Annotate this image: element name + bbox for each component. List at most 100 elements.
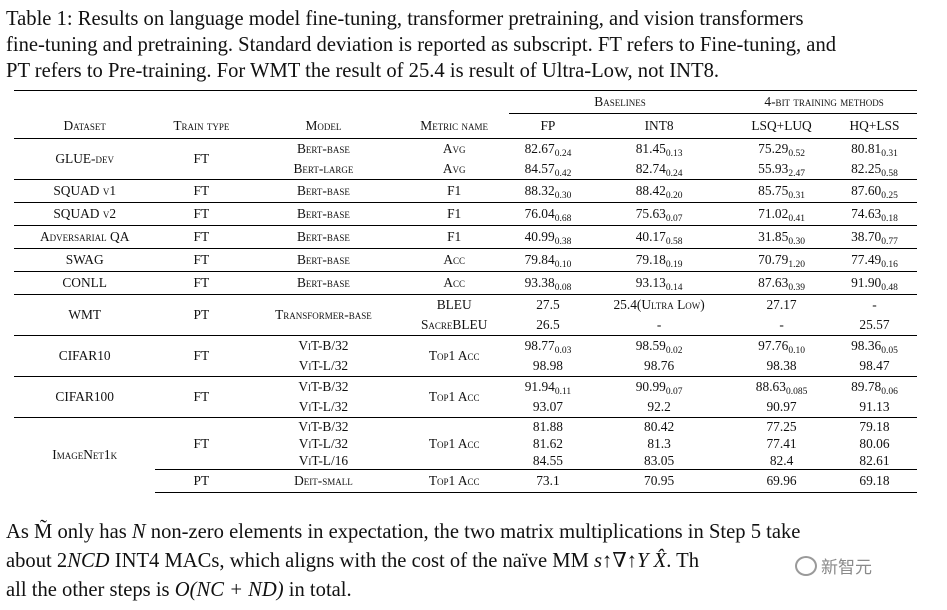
- caption-line-1: Table 1: Results on language model fine-…: [6, 8, 804, 30]
- ncd-symbol: NCD: [67, 550, 110, 572]
- cell-train-type: FT: [155, 138, 248, 180]
- cell-value: 80.06: [859, 435, 890, 451]
- cell-dataset: CIFAR10: [14, 335, 156, 377]
- cell-hq: 89.780.06: [831, 376, 917, 397]
- cell-hq: 82.61: [832, 452, 917, 470]
- cell-fp: 79.840.10: [508, 248, 588, 272]
- cell-lsq: 77.25: [731, 417, 832, 435]
- cell-std: 0.30: [788, 237, 805, 247]
- cell-value: 77.25: [766, 418, 797, 434]
- table-row: SQUAD v1 FT Bert-base F1 88.320.30 88.420.20 8…: [14, 179, 917, 203]
- table-row: ViT-L/32 81.62 81.3 77.41 80.06: [14, 435, 917, 452]
- cell-value: 69.18: [859, 473, 890, 488]
- cell-value: 91.94: [524, 379, 555, 394]
- cell-dataset: SQUAD v1: [14, 179, 156, 203]
- cell-value: 98.77: [524, 338, 555, 353]
- cell-model: ViT-B/32: [247, 376, 400, 397]
- header-train-type: Train type: [173, 117, 230, 133]
- results-table: Baselines 4-bit training methods Dataset…: [14, 90, 917, 493]
- table-row: Adversarial QA FT Bert-base F1 40.990.38 40.1…: [14, 225, 917, 249]
- cell-hq: 80.06: [832, 435, 917, 452]
- cell-metric: Top1 Acc: [399, 335, 509, 377]
- baselines-group-header: Baselines: [508, 90, 732, 114]
- cell-hq: 98.47: [832, 356, 917, 377]
- cell-value: 91.13: [859, 399, 890, 414]
- cell-metric: Top1 Acc: [399, 469, 509, 493]
- column-header-row: Dataset Train type Model Metric name FP INT8 L…: [14, 114, 917, 139]
- cell-std: 0.31: [881, 149, 898, 159]
- cell-int8: 81.3: [587, 435, 731, 452]
- cell-train-type: FT: [155, 417, 248, 470]
- cell-hq: 74.630.18: [831, 202, 917, 226]
- cell-train-type: FT: [155, 335, 248, 377]
- caption-line-2: fine-tuning and pretraining. Standard de…: [6, 34, 837, 56]
- header-dataset: Dataset: [63, 117, 106, 133]
- table-row: SacreBLEU 26.5 - - 25.57: [14, 315, 917, 336]
- cell-model: ViT-B/32: [247, 417, 400, 435]
- cell-value: 79.18: [635, 252, 666, 267]
- cell-int8: 79.180.19: [587, 248, 732, 272]
- cell-std: 0.24: [665, 169, 683, 179]
- cell-hq: 38.700.77: [831, 225, 917, 249]
- cell-model: Bert-base: [247, 202, 400, 226]
- cell-hq: 91.13: [832, 397, 917, 418]
- cell-value: -: [779, 317, 784, 332]
- table-row: ViT-L/32 98.98 98.76 98.38 98.47: [14, 356, 917, 377]
- cell-value: 81.3: [647, 435, 671, 451]
- cell-lsq: 97.760.10: [731, 335, 832, 356]
- cell-lsq: 69.96: [731, 469, 832, 493]
- header-hq-lss: HQ+LSS: [849, 118, 900, 133]
- n-symbol: N: [131, 521, 146, 543]
- cell-train-type: FT: [155, 271, 248, 295]
- cell-value: 76.04: [524, 206, 555, 221]
- cell-train-type: PT: [155, 469, 248, 493]
- cell-std: 0.16: [881, 260, 898, 270]
- cell-value: 81.62: [532, 435, 564, 451]
- cell-std: 0.14: [665, 283, 683, 293]
- cell-hq: 79.18: [831, 417, 917, 435]
- cell-value: 73.1: [536, 473, 560, 488]
- cell-fp: 82.670.24: [508, 138, 588, 159]
- fourbit-group-header: 4-bit training methods: [731, 90, 917, 114]
- cell-value: 77.41: [766, 435, 797, 451]
- cell-value: 70.79: [758, 252, 789, 267]
- cell-std: 2.47: [788, 169, 805, 179]
- cell-std: 0.24: [554, 149, 572, 159]
- cell-std: 0.20: [665, 191, 683, 201]
- table-row: ImageNet1k FT ViT-B/32 Top1 Acc 81.88 80.42 77…: [14, 417, 917, 493]
- cell-value: 25.4(Ultra Low): [613, 297, 705, 312]
- cell-std: 0.10: [788, 346, 805, 356]
- cell-std: 0.48: [881, 283, 898, 293]
- cell-std: 0.58: [881, 169, 898, 179]
- cell-model: Bert-base: [247, 138, 400, 159]
- cell-dataset: WMT: [14, 294, 156, 336]
- cell-value: 79.84: [524, 252, 555, 267]
- cell-value: 25.57: [859, 317, 890, 332]
- cell-lsq: 77.41: [731, 435, 832, 452]
- cell-std: 0.05: [881, 346, 898, 356]
- cell-fp: 91.940.11: [508, 376, 588, 397]
- cell-metric: Avg: [442, 161, 466, 176]
- cell-int8: 80.42: [587, 417, 732, 435]
- cell-value: 71.02: [758, 206, 789, 221]
- cell-int8: 88.420.20: [587, 179, 732, 203]
- cell-hq: 87.600.25: [831, 179, 917, 203]
- cell-value: 69.96: [766, 473, 797, 488]
- cell-value: 98.38: [766, 358, 797, 373]
- cell-lsq: 88.630.085: [731, 376, 832, 397]
- cell-value: -: [872, 297, 877, 312]
- cell-metric: BLEU: [399, 294, 509, 315]
- cell-value: 40.99: [524, 229, 555, 244]
- cell-std: 0.07: [665, 387, 683, 397]
- watermark-text: 新智元: [821, 558, 872, 578]
- cell-std: 0.11: [554, 387, 572, 397]
- header-lsq-luq: LSQ+LUQ: [751, 118, 812, 133]
- cell-std: 0.68: [554, 214, 572, 224]
- cell-lsq: 55.932.47: [731, 159, 832, 180]
- cell-metric: Acc: [399, 271, 509, 295]
- cell-metric: Top1 Acc: [399, 417, 509, 470]
- cell-value: 82.4: [769, 452, 794, 468]
- cell-std: 1.20: [788, 260, 805, 270]
- complexity-expression: O(NC + ND): [174, 579, 284, 601]
- header-fp: FP: [540, 118, 556, 133]
